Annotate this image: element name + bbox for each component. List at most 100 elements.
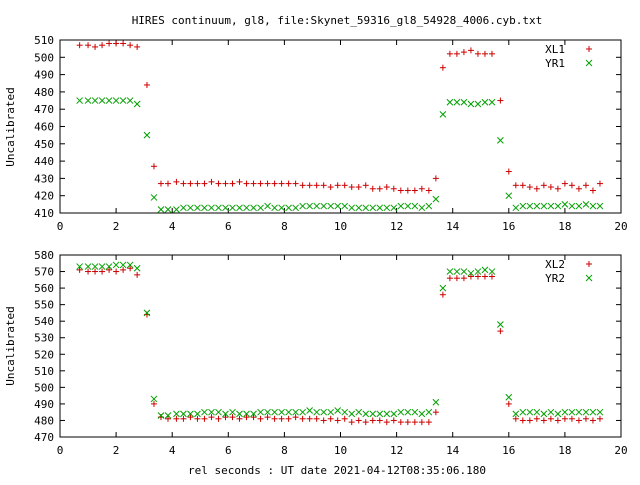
data-point [150,395,158,403]
data-point [341,182,348,189]
y-tick-label: 500 [34,381,54,394]
y-tick-label: 470 [34,431,54,444]
x-tick-label: 8 [281,220,288,233]
data-point [320,408,328,416]
data-point [355,184,362,191]
data-point [568,182,575,189]
data-point [540,182,547,189]
x-tick-label: 16 [502,444,515,457]
data-point [425,202,433,210]
data-point [306,182,313,189]
y-tick-label: 580 [34,249,54,262]
data-point [306,407,313,414]
data-point [519,417,526,424]
data-point [390,185,397,192]
data-point [150,194,158,201]
data-point [446,268,454,275]
x-tick-label: 20 [614,444,627,457]
data-point [99,42,106,49]
data-point [397,408,405,416]
data-point [575,202,583,210]
data-point [271,180,278,187]
series-xl2 [76,265,603,426]
data-point [320,202,328,210]
data-point [575,417,582,424]
data-point [432,398,440,406]
data-point [341,408,349,416]
legend-marker [585,59,593,67]
data-point [453,275,460,282]
data-point [348,419,355,426]
data-point [568,408,576,416]
data-point [76,266,83,273]
x-tick-label: 14 [446,444,460,457]
data-point [120,40,127,47]
x-tick-label: 20 [614,220,627,233]
data-point [519,182,526,189]
data-point [390,204,398,212]
data-point [201,408,208,416]
data-point [327,184,334,191]
data-point [362,182,369,189]
data-point [285,204,292,212]
y-tick-label: 410 [34,207,54,220]
data-point [474,50,481,57]
data-point [243,410,250,418]
legend-marker [586,261,592,267]
data-point [187,180,194,187]
data-point [106,40,113,47]
data-point [126,261,134,269]
data-point [187,410,194,418]
data-point [222,414,229,421]
data-point [596,415,603,422]
data-point [194,410,201,418]
data-point [98,263,106,270]
data-point [512,410,520,418]
x-tick-label: 10 [334,444,347,457]
data-point [568,415,575,422]
data-point [215,408,222,416]
data-point [596,180,603,187]
data-point [540,417,547,424]
data-point [299,415,306,422]
y-axis-label: Uncalibrated [4,87,17,166]
data-point [257,180,264,187]
data-point [497,97,504,104]
data-point [278,204,285,212]
data-point [418,185,425,192]
data-point [236,410,243,418]
x-tick-label: 12 [390,444,403,457]
x-tick-label: 6 [225,220,232,233]
x-tick-label: 4 [169,444,176,457]
data-point [306,415,313,422]
data-point [187,204,194,212]
plot-frame [59,254,622,438]
data-point [467,273,474,280]
data-point [215,204,222,212]
data-point [257,204,264,212]
data-point [208,204,215,212]
data-point [201,180,208,187]
x-tick-label: 8 [281,444,288,457]
data-point [112,97,120,104]
data-point [446,275,453,282]
data-point [150,163,157,170]
data-point [127,265,134,272]
data-point [299,202,306,210]
data-point [582,415,589,422]
data-point [362,419,369,426]
data-point [292,204,299,212]
data-point [497,136,504,144]
data-point [85,42,92,49]
data-point [313,408,321,416]
data-point [355,204,363,212]
data-point [91,263,99,270]
data-point [460,49,467,56]
data-point [164,180,171,187]
data-point [229,180,236,187]
legend-marker [585,274,593,282]
data-point [222,410,229,418]
data-point [292,408,299,416]
data-point [194,204,201,212]
